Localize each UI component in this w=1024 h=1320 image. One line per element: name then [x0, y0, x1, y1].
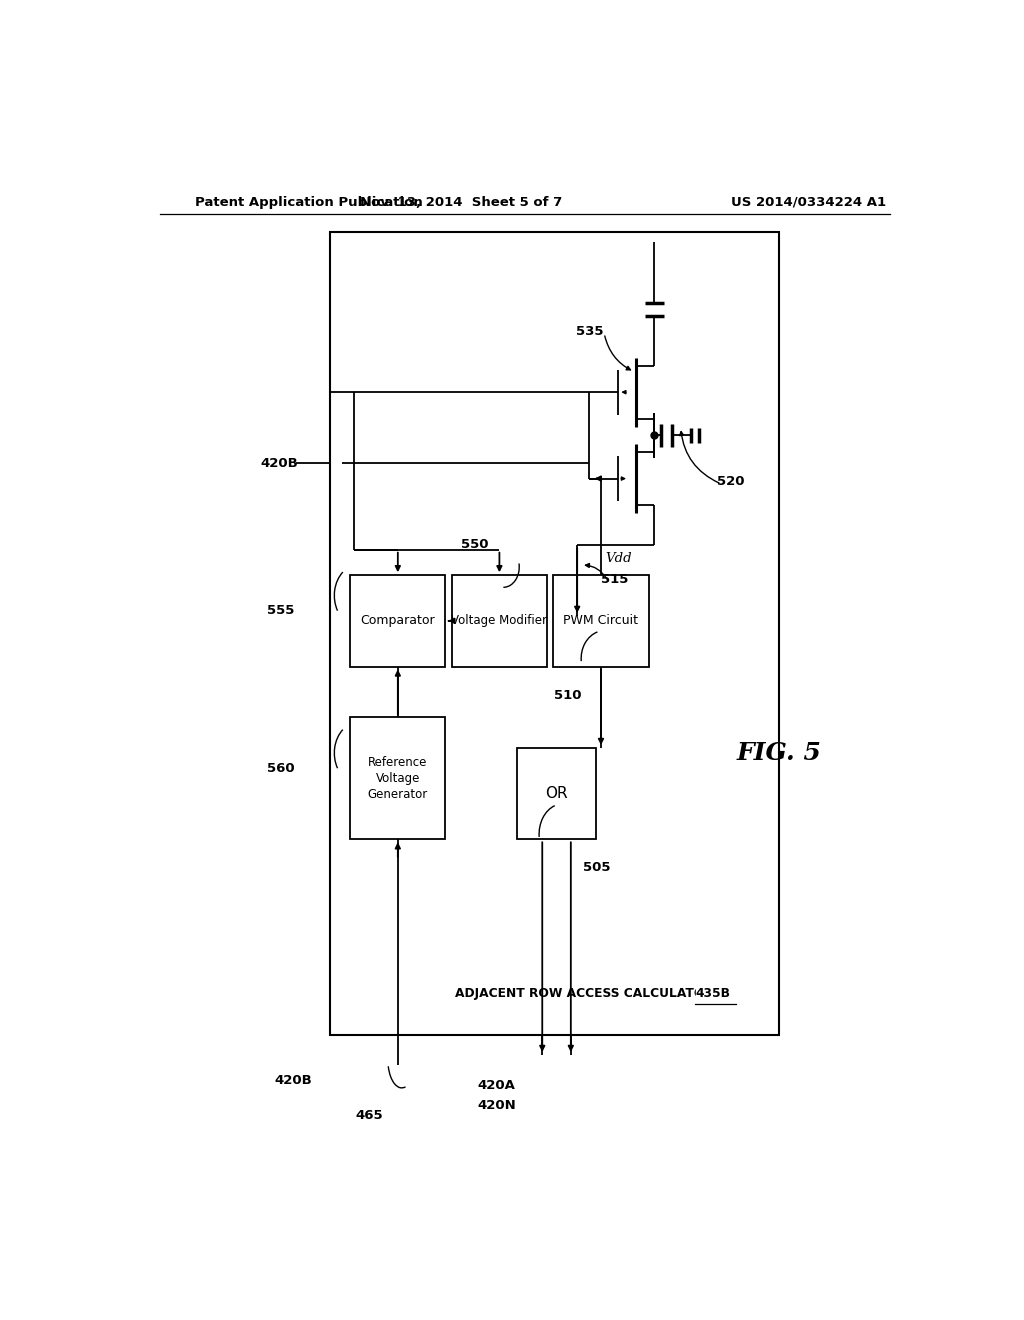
Text: PWM Circuit: PWM Circuit: [563, 614, 639, 627]
Text: 420B: 420B: [274, 1073, 312, 1086]
Text: 555: 555: [267, 605, 294, 618]
Text: US 2014/0334224 A1: US 2014/0334224 A1: [731, 195, 886, 209]
Text: OR: OR: [545, 787, 568, 801]
Bar: [331, 231, 778, 1035]
Text: 535: 535: [577, 325, 604, 338]
Text: 505: 505: [583, 862, 610, 874]
Text: 420B: 420B: [260, 457, 298, 470]
Text: 420N: 420N: [477, 1100, 516, 1113]
Text: Patent Application Publication: Patent Application Publication: [196, 195, 423, 209]
Bar: [350, 576, 445, 667]
Text: Vdd: Vdd: [605, 552, 632, 565]
Text: 420A: 420A: [477, 1078, 515, 1092]
Bar: [517, 748, 596, 840]
Text: Comparator: Comparator: [360, 614, 435, 627]
Text: 510: 510: [554, 689, 582, 701]
Text: Voltage Modifier: Voltage Modifier: [452, 614, 548, 627]
Text: Nov. 13, 2014  Sheet 5 of 7: Nov. 13, 2014 Sheet 5 of 7: [360, 195, 562, 209]
Bar: [452, 576, 547, 667]
Text: 515: 515: [601, 573, 629, 586]
Text: 520: 520: [717, 475, 744, 487]
Text: ADJACENT ROW ACCESS CALCULATOR: ADJACENT ROW ACCESS CALCULATOR: [455, 987, 718, 1001]
Text: FIG. 5: FIG. 5: [736, 741, 821, 766]
Bar: [350, 718, 445, 840]
Text: Reference
Voltage
Generator: Reference Voltage Generator: [368, 756, 428, 801]
Bar: [553, 576, 648, 667]
Text: 550: 550: [461, 539, 488, 552]
Text: 465: 465: [355, 1109, 383, 1122]
Text: 560: 560: [267, 762, 295, 775]
Text: 435B: 435B: [696, 987, 731, 1001]
